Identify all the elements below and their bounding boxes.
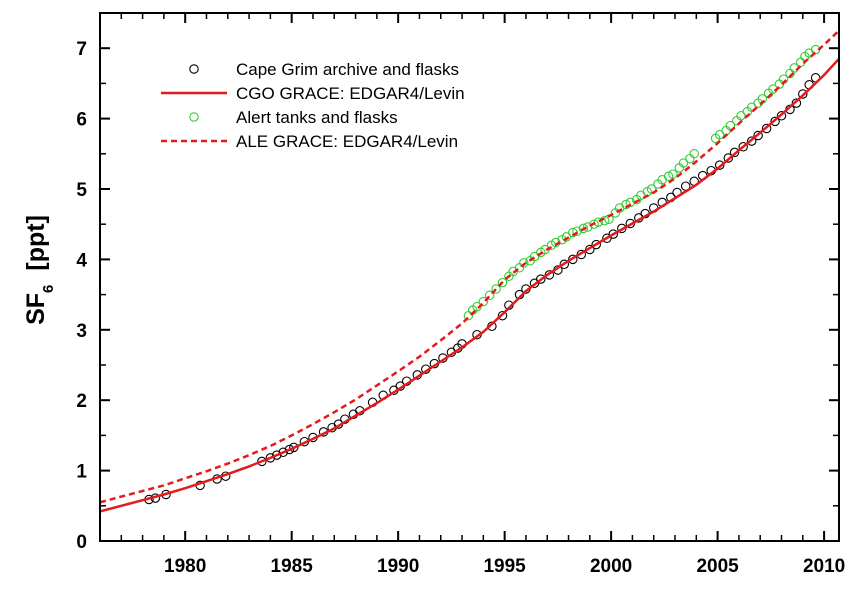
- y-tick-label: 7: [76, 39, 87, 60]
- data-point: [519, 258, 529, 268]
- y-tick-label: 0: [76, 532, 87, 553]
- data-point: [582, 222, 593, 232]
- data-point: [729, 147, 740, 158]
- data-point: [746, 136, 757, 146]
- y-tick-label: 6: [76, 110, 87, 131]
- data-point: [591, 239, 601, 250]
- legend-label: ALE GRACE: EDGAR4/Levin: [236, 132, 458, 151]
- data-point: [497, 310, 508, 321]
- data-point: [714, 160, 725, 170]
- data-point: [536, 274, 546, 284]
- data-point: [561, 232, 572, 242]
- data-point: [678, 158, 689, 168]
- data-point: [608, 229, 619, 239]
- data-point: [289, 442, 299, 453]
- series-4: [99, 29, 840, 504]
- y-tick-label: 5: [76, 180, 87, 201]
- axes: 1980 1985 1990 1995 2000 2005 2010 0 1 2 3 4 5 6 7: [76, 13, 845, 577]
- legend-item: ALE GRACE: EDGAR4/Levin: [161, 132, 458, 151]
- legend-label: Alert tanks and flasks: [236, 108, 398, 127]
- data-point: [738, 142, 748, 152]
- data-point: [484, 290, 495, 301]
- series-1: [144, 73, 821, 505]
- series-line: [99, 57, 840, 513]
- y-tick-label: 4: [76, 250, 87, 271]
- legend-marker-swatch: [189, 112, 199, 122]
- data-point: [478, 296, 489, 307]
- x-tick-label: 2010: [803, 556, 845, 577]
- legend-label: CGO GRACE: EDGAR4/Levin: [236, 84, 465, 103]
- series-layer: [99, 29, 840, 513]
- legend-item: Cape Grim archive and flasks: [189, 60, 459, 79]
- legend: Cape Grim archive and flasks CGO GRACE: E…: [161, 60, 465, 151]
- y-tick-label: 1: [76, 462, 87, 483]
- x-tick-label: 2005: [696, 556, 739, 577]
- data-point: [272, 450, 282, 460]
- data-point: [278, 447, 288, 458]
- x-tick-label: 2000: [590, 556, 632, 577]
- data-point: [265, 453, 276, 463]
- data-point: [572, 226, 582, 236]
- legend-marker-swatch: [189, 64, 199, 74]
- x-tick-label: 1980: [164, 556, 206, 577]
- y-axis-label-base: SF: [22, 293, 50, 325]
- data-point: [723, 153, 734, 163]
- data-point: [646, 184, 657, 194]
- series-3: [463, 44, 821, 321]
- legend-item: Alert tanks and flasks: [189, 108, 398, 127]
- y-axis-label-unit: [ppt]: [22, 215, 50, 271]
- data-point: [578, 223, 589, 234]
- data-point: [770, 116, 780, 127]
- x-tick-label: 1995: [483, 556, 526, 577]
- data-point: [689, 149, 699, 159]
- data-point: [284, 444, 295, 455]
- series-line: [99, 29, 840, 504]
- y-tick-label: 2: [76, 391, 87, 412]
- y-tick-label: 3: [76, 321, 87, 342]
- data-point: [753, 130, 763, 141]
- data-point: [497, 277, 508, 288]
- y-axis-label: SF6 [ppt]: [22, 215, 57, 325]
- legend-label: Cape Grim archive and flasks: [236, 60, 459, 79]
- data-point: [798, 89, 808, 99]
- data-point: [776, 111, 787, 121]
- data-point: [663, 171, 674, 182]
- y-axis-label-subscript: 6: [40, 285, 57, 293]
- data-point: [721, 125, 731, 136]
- series-2: [99, 57, 840, 513]
- plot-frame: [99, 12, 840, 542]
- legend-item: CGO GRACE: EDGAR4/Levin: [161, 84, 465, 103]
- data-point: [761, 123, 772, 134]
- x-tick-label: 1985: [271, 556, 314, 577]
- data-point: [491, 284, 501, 294]
- data-point: [559, 259, 570, 270]
- data-point: [791, 98, 802, 108]
- x-tick-label: 1990: [377, 556, 419, 577]
- data-point: [257, 456, 267, 467]
- y-axis-title: SF6 [ppt]: [22, 215, 57, 325]
